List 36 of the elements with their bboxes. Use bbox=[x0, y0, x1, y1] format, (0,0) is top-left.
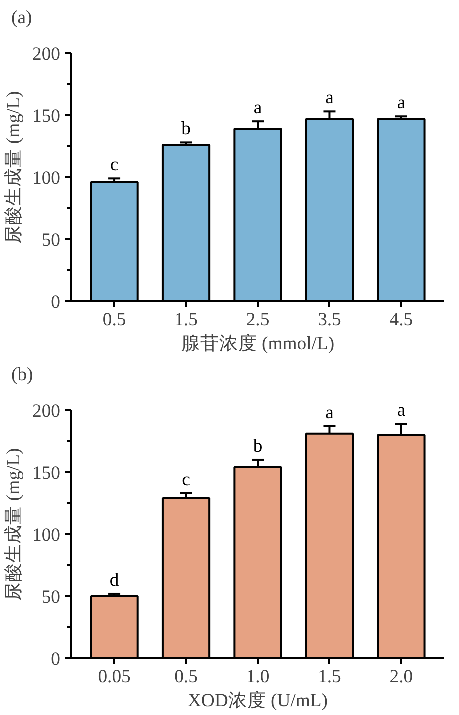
x-axis-title: XOD浓度 (U/mL) bbox=[188, 690, 328, 712]
chart-title: (b) bbox=[12, 364, 34, 386]
x-axis-title: 腺苷浓度 (mmol/L) bbox=[181, 332, 335, 354]
x-tick-label: 2.0 bbox=[390, 666, 414, 688]
x-tick-label: 1.5 bbox=[318, 666, 342, 688]
y-tick-label: 200 bbox=[32, 44, 60, 65]
y-tick-label: 50 bbox=[42, 230, 60, 251]
y-tick-label: 50 bbox=[42, 586, 60, 608]
x-tick-label: 0.05 bbox=[98, 666, 131, 688]
annotation: a bbox=[397, 92, 406, 114]
annotation: a bbox=[397, 400, 406, 421]
y-tick-label: 150 bbox=[32, 462, 60, 484]
annotation: b bbox=[253, 436, 263, 457]
y-axis-title: 尿酸生成量 (mg/L) bbox=[4, 448, 25, 601]
y-tick-label: 200 bbox=[32, 400, 60, 422]
x-tick-label: 1.5 bbox=[174, 310, 198, 330]
x-tick-label: 3.5 bbox=[318, 310, 342, 330]
y-axis-title: 尿酸生成量 (mg/L) bbox=[4, 91, 25, 244]
y-tick-label: 150 bbox=[32, 106, 60, 127]
annotation: a bbox=[326, 88, 335, 109]
y-tick-label: 0 bbox=[51, 649, 60, 670]
x-tick-label: 4.5 bbox=[390, 310, 414, 330]
annotation: c bbox=[182, 469, 190, 490]
x-tick-label: 0.5 bbox=[102, 310, 126, 330]
annotation: c bbox=[110, 154, 119, 176]
annotation: b bbox=[182, 118, 191, 140]
chart-title: (a) bbox=[12, 8, 32, 28]
y-tick-label: 100 bbox=[32, 168, 60, 189]
y-tick-label: 0 bbox=[51, 292, 60, 313]
annotation: a bbox=[254, 98, 263, 119]
x-tick-label: 0.5 bbox=[174, 666, 198, 688]
y-tick-label: 100 bbox=[32, 524, 60, 546]
x-tick-label: 1.0 bbox=[246, 666, 270, 688]
annotation: a bbox=[326, 402, 335, 424]
x-tick-label: 2.5 bbox=[246, 310, 270, 330]
annotation: d bbox=[110, 570, 120, 591]
